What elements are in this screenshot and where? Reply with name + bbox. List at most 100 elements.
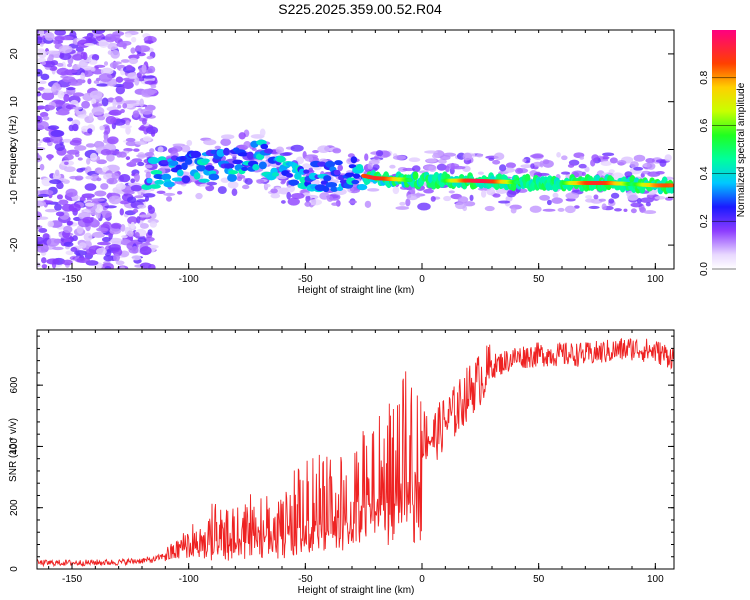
spectrogram-noise-blob [142,136,152,142]
x-tick-label: -100 [179,574,199,585]
spectrogram-noise-blob [90,67,96,72]
colorbar: 0.0 0.2 0.4 0.6 0.8 Normalized spectral ampl… [699,30,747,276]
x-tick-label: -100 [179,274,199,285]
spectrogram-halo-blob [584,198,596,203]
spectrogram-halo-blob [304,155,314,162]
spectrogram-noise-blob [127,72,138,80]
spectrogram-ridge-cell [255,153,265,160]
spectrogram-noise-blob [115,85,126,95]
spectrogram-halo-blob [443,195,452,202]
spectrogram-halo-blob [402,167,415,172]
spectrogram-noise-blob [130,36,137,43]
spectrogram-noise-blob [72,235,78,242]
spectrogram-halo-blob [613,208,622,212]
spectrogram-ridge-cell [190,150,202,159]
spectrogram-ridge-cell [241,166,249,172]
spectrogram-noise-blob [50,129,64,138]
spectrogram-halo-blob [498,200,511,204]
spectrogram-halo-blob [244,177,253,185]
spectrogram-halo-blob [633,166,644,171]
spectrogram-halo-blob [573,205,580,209]
spectrogram-ridge-cell [258,161,267,170]
spectrogram-halo-blob [172,143,186,147]
spectrogram-noise-blob [125,64,133,71]
spectrogram-noise-blob [76,225,84,234]
spectrogram-halo-blob [367,162,373,170]
spectrogram-ridge-cell [357,184,368,191]
spectrogram-noise-blob [62,259,73,266]
spectrogram-noise-blob [95,247,107,256]
spectrogram-halo-blob [145,171,151,180]
spectrogram-halo-blob [578,163,587,169]
spectrogram-noise-blob [109,227,121,235]
spectrogram-noise-blob [124,79,136,83]
spectrogram-noise-blob [103,254,114,262]
spectrogram-halo-blob [287,197,300,206]
spectrogram-halo-blob [214,145,222,150]
spectrogram-noise-blob [131,255,142,261]
spectrogram-halo-blob [395,206,410,210]
spectrogram-ridge-cell [168,160,179,166]
spectrogram-noise-blob [142,75,155,79]
spectrogram-ridge-cell [412,171,419,181]
x-tick-label: -150 [62,574,82,585]
spectrogram-noise-blob [37,243,49,253]
spectrogram-noise-blob [63,241,74,247]
spectrogram-noise-blob [119,266,126,269]
colorbar-tick-label: 0.2 [699,214,710,228]
snr-x-axis: -150 -100 -50 0 50 100 [48,330,664,585]
spectrogram-noise-blob [130,184,142,192]
spectrogram-noise-blob [37,106,44,111]
spectrogram-noise-blob [76,257,90,263]
spectrogram-halo-blob [236,176,243,182]
spectrogram-noise-blob [96,227,109,232]
spectrogram-noise-blob [90,198,105,202]
spectrogram-noise-blob [94,190,107,197]
spectrogram-ridge-cell [322,185,330,193]
spectrogram-noise-blob [65,87,76,91]
spectrogram-ridge-cell [198,178,210,183]
spectrogram-halo-blob [238,132,246,140]
spectrogram-noise-blob [59,52,72,61]
spectrogram-noise-blob [80,72,86,80]
spectrogram-halo-blob [186,139,193,147]
spectrogram-noise-blob [101,236,111,243]
spectrogram-noise-blob [41,91,55,101]
spectrogram-halo-blob [564,205,576,214]
spectrogram-halo-blob [510,207,517,214]
spectrogram-noise-blob [65,188,78,198]
spectrogram-noise-blob [132,208,139,214]
spectrogram-noise-blob [70,246,78,253]
spectrogram-halo-blob [436,163,447,171]
spectrogram-noise-blob [37,200,46,207]
spectrogram-halo-blob [551,197,563,204]
spectrogram-halo-blob [503,167,516,173]
colorbar-tick-label: 0.6 [699,118,710,132]
spectrogram-noise-blob [125,137,136,142]
spectrogram-halo-blob [581,171,586,177]
spectrogram-halo-blob [144,164,153,169]
spectrogram-halo-blob [242,184,250,190]
spectrogram-ridge-cell [184,158,193,165]
spectrogram-halo-blob [488,157,495,161]
y-tick-label: 10 [9,96,20,108]
spectrogram-noise-blob [125,141,138,147]
spectrogram-halo-blob [412,165,421,173]
spectrogram-halo-blob [432,153,439,159]
spectrogram-halo-blob [281,200,286,204]
spectrogram-ridge-cell [246,151,254,160]
spectrogram-halo-blob [600,160,612,166]
spectrogram-noise-blob [89,90,103,100]
spectrogram-ridge-cell [227,174,238,182]
spectrogram-ridge-cell [317,161,327,167]
spectrogram-noise-blob [130,221,136,230]
spectrogram-noise-blob [119,208,124,216]
spectrogram-halo-blob [308,199,322,206]
spectrogram-halo-blob [450,162,455,171]
x-tick-label: 50 [533,574,545,585]
spectrogram-halo-blob [337,164,344,172]
spectrogram-ridge-cell [260,143,269,150]
spectrogram-halo-blob [286,191,292,200]
spectrogram-noise-blob [67,63,73,68]
spectrogram-noise-blob [38,80,47,85]
